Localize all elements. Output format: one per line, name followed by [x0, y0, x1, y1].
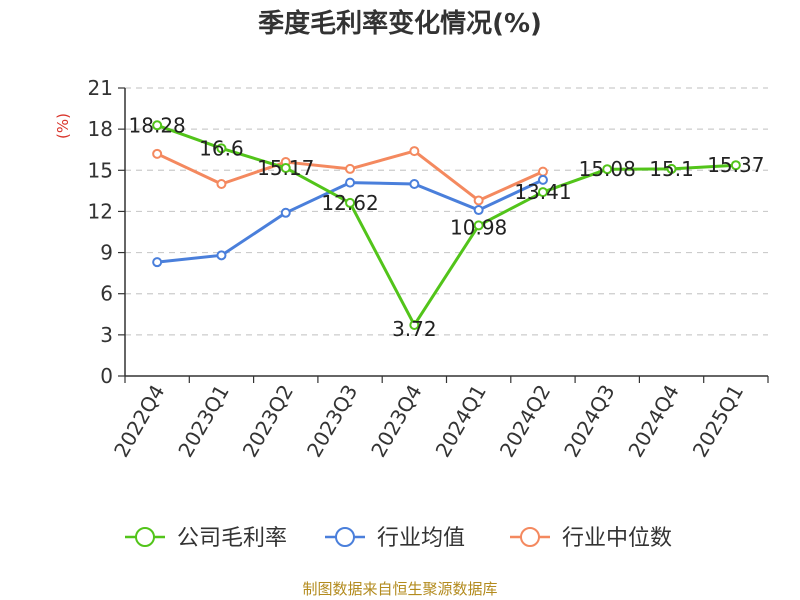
data-point [473, 195, 484, 206]
y-tick-label: 3 [100, 323, 113, 347]
data-label: 3.72 [392, 317, 437, 341]
data-point [473, 205, 484, 216]
y-axis-label: (%) [54, 113, 72, 139]
data-point [152, 148, 163, 159]
data-label: 13.41 [514, 180, 571, 204]
x-tick-label: 2025Q1 [688, 381, 748, 462]
legend-marker [135, 527, 155, 547]
data-point [730, 160, 741, 171]
data-point [345, 163, 356, 174]
y-tick-label: 9 [100, 241, 113, 265]
data-label: 12.62 [321, 191, 378, 215]
x-tick-label: 2023Q2 [238, 381, 298, 462]
x-tick-label: 2022Q4 [109, 381, 169, 462]
data-label: 15.1 [649, 157, 694, 181]
data-point [345, 197, 356, 208]
legend-marker [335, 527, 355, 547]
data-point [537, 166, 548, 177]
x-tick-label: 2024Q1 [431, 381, 491, 462]
data-label: 16.6 [199, 136, 244, 160]
data-point [216, 179, 227, 189]
data-point [409, 179, 420, 189]
x-tick-label: 2023Q4 [366, 381, 426, 462]
data-point [409, 146, 420, 157]
chart-title: 季度毛利率变化情况(%) [258, 8, 542, 39]
data-point [280, 207, 291, 218]
data-point [152, 120, 163, 131]
data-label: 15.08 [579, 157, 636, 181]
data-point [152, 257, 163, 268]
data-point [280, 162, 291, 173]
legend-label: 公司毛利率 [177, 526, 287, 551]
data-label: 15.37 [707, 153, 764, 177]
y-tick-label: 6 [100, 282, 113, 306]
x-tick-label: 2023Q1 [173, 381, 233, 462]
data-point [345, 177, 356, 188]
x-tick-label: 2023Q3 [302, 381, 362, 462]
y-tick-label: 21 [88, 76, 113, 100]
legend-label: 行业中位数 [562, 526, 672, 551]
y-tick-label: 12 [88, 199, 113, 223]
data-point [537, 187, 548, 198]
series-line [156, 123, 736, 327]
data-label: 15.17 [257, 156, 314, 180]
y-tick-label: 18 [88, 117, 113, 141]
legend-label: 行业均值 [377, 526, 465, 551]
data-point [666, 163, 677, 174]
data-point [216, 250, 227, 261]
data-label: 18.28 [129, 113, 186, 137]
x-tick-label: 2024Q3 [559, 381, 619, 462]
data-point [216, 143, 227, 154]
y-tick-label: 0 [100, 364, 113, 388]
x-tick-label: 2024Q4 [623, 381, 683, 462]
data-point [409, 319, 420, 330]
y-tick-label: 15 [88, 158, 113, 182]
data-point [537, 174, 548, 185]
x-tick-label: 2024Q2 [495, 381, 555, 462]
source-footer: 制图数据来自恒生聚源数据库 [302, 580, 498, 598]
legend-marker [520, 527, 540, 547]
data-point [473, 220, 484, 231]
data-label: 10.98 [450, 215, 507, 239]
data-point [602, 164, 613, 175]
